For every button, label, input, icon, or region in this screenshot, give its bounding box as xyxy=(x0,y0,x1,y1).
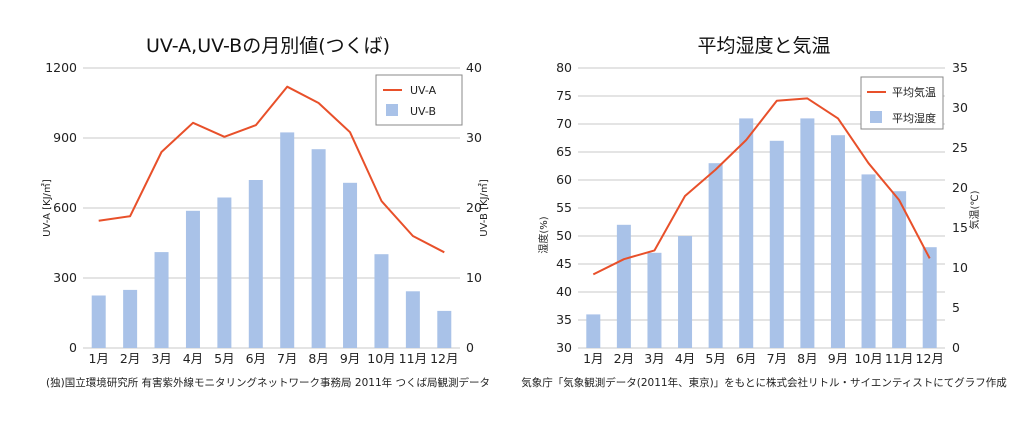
bar xyxy=(154,252,169,348)
series-line xyxy=(98,85,445,254)
y-tick-label-left: 65 xyxy=(556,144,572,159)
y-tick-label-right: 15 xyxy=(952,220,968,235)
y-axis-label-left: 湿度(%) xyxy=(537,216,550,253)
x-tick-label: 12月 xyxy=(430,351,458,366)
y-axis-label-right: UV-B [KJ/㎡] xyxy=(478,179,490,237)
chart-uv-monthly: UV-A,UV-Bの月別値(つくば) 0 300 600 900 1200 0 10 20 30… xyxy=(41,35,490,389)
bar xyxy=(586,314,601,348)
y-tick-label-right: 20 xyxy=(952,180,968,195)
x-tick-label: 5月 xyxy=(214,351,234,366)
y-axis-label-right: 気温(℃) xyxy=(968,190,981,229)
x-tick-label: 8月 xyxy=(797,351,817,366)
bar xyxy=(739,118,754,349)
y-axis-label-left: UV-A [KJ/㎡] xyxy=(41,179,53,237)
legend-label: 平均気温 xyxy=(892,85,936,99)
bar xyxy=(91,295,106,348)
bar xyxy=(892,191,907,348)
legend-bar-swatch xyxy=(386,104,398,116)
chart-title: 平均湿度と気温 xyxy=(697,35,830,57)
source-note: (独)国立環境研究所 有害紫外線モニタリングネットワーク事務局 2011年 つく… xyxy=(46,376,490,389)
y-tick-label-right: 5 xyxy=(952,300,960,315)
x-tick-label: 12月 xyxy=(916,351,944,366)
bar xyxy=(185,210,200,348)
bar xyxy=(374,254,389,348)
bar xyxy=(647,252,662,348)
x-tick-label: 7月 xyxy=(767,351,787,366)
x-tick-label: 2月 xyxy=(614,351,634,366)
y-tick-label-right: 35 xyxy=(952,60,968,75)
bar xyxy=(861,174,876,348)
x-tick-label: 9月 xyxy=(828,351,848,366)
x-tick-label: 4月 xyxy=(183,351,203,366)
y-tick-label-left: 60 xyxy=(556,172,572,187)
y-tick-label-right: 30 xyxy=(466,130,482,145)
y-tick-label-left: 80 xyxy=(556,60,572,75)
y-tick-label-right: 20 xyxy=(466,200,482,215)
legend-label: UV-B xyxy=(410,105,436,118)
y-tick-label-left: 30 xyxy=(556,340,572,355)
y-tick-label-right: 10 xyxy=(466,270,482,285)
x-tick-label: 11月 xyxy=(885,351,913,366)
y-tick-label-left: 40 xyxy=(556,284,572,299)
x-tick-label: 7月 xyxy=(277,351,297,366)
x-tick-label: 3月 xyxy=(151,351,171,366)
bar xyxy=(248,180,263,348)
legend-label: 平均湿度 xyxy=(892,111,936,125)
y-tick-label-left: 50 xyxy=(556,228,572,243)
bar xyxy=(437,310,452,348)
legend: UV-A UV-B xyxy=(375,74,463,126)
y-tick-label-right: 10 xyxy=(952,260,968,275)
bar xyxy=(123,289,138,348)
y-tick-label-left: 75 xyxy=(556,88,572,103)
x-tick-label: 10月 xyxy=(854,351,882,366)
legend: 平均気温 平均湿度 xyxy=(860,76,944,130)
chart-humidity-temperature: 平均湿度と気温 30 35 40 45 50 55 60 65 70 75 80 0 5 10 15 20 25… xyxy=(521,35,1007,389)
y-tick-label-right: 25 xyxy=(952,140,968,155)
y-tick-label-right: 0 xyxy=(952,340,960,355)
y-tick-label-right: 40 xyxy=(466,60,482,75)
y-tick-label-left: 45 xyxy=(556,256,572,271)
y-tick-label-left: 1200 xyxy=(45,60,77,75)
bar xyxy=(922,247,937,348)
bar xyxy=(708,163,723,348)
bar xyxy=(217,197,232,348)
y-tick-label-right: 0 xyxy=(466,340,474,355)
bar xyxy=(769,140,784,348)
y-tick-label-left: 900 xyxy=(53,130,77,145)
bar xyxy=(311,149,326,348)
x-tick-label: 6月 xyxy=(246,351,266,366)
x-tick-label: 5月 xyxy=(705,351,725,366)
bar xyxy=(800,118,815,349)
y-tick-label-left: 600 xyxy=(53,200,77,215)
bar xyxy=(405,291,420,348)
y-tick-label-left: 0 xyxy=(69,340,77,355)
x-tick-label: 8月 xyxy=(308,351,328,366)
legend-box xyxy=(375,74,463,126)
y-tick-label-left: 55 xyxy=(556,200,572,215)
x-tick-label: 10月 xyxy=(367,351,395,366)
bar xyxy=(678,236,693,348)
legend-bar-swatch xyxy=(870,111,882,123)
x-tick-label: 3月 xyxy=(644,351,664,366)
series-line xyxy=(592,97,931,276)
y-tick-label-left: 300 xyxy=(53,270,77,285)
bar xyxy=(343,182,358,348)
y-tick-label-right: 30 xyxy=(952,100,968,115)
x-tick-label: 2月 xyxy=(120,351,140,366)
bar xyxy=(280,132,295,348)
x-tick-label: 4月 xyxy=(675,351,695,366)
bar xyxy=(616,224,631,348)
x-tick-label: 9月 xyxy=(340,351,360,366)
x-tick-label: 1月 xyxy=(88,351,108,366)
x-tick-label: 6月 xyxy=(736,351,756,366)
y-tick-label-left: 70 xyxy=(556,116,572,131)
x-tick-label: 1月 xyxy=(583,351,603,366)
source-note: 気象庁「気象観測データ(2011年、東京)」をもとに株式会社リトル・サイエンティ… xyxy=(521,376,1007,389)
bar xyxy=(830,135,845,348)
x-tick-label: 11月 xyxy=(399,351,427,366)
chart-title: UV-A,UV-Bの月別値(つくば) xyxy=(146,35,390,57)
y-tick-label-left: 35 xyxy=(556,312,572,327)
legend-label: UV-A xyxy=(410,84,437,97)
